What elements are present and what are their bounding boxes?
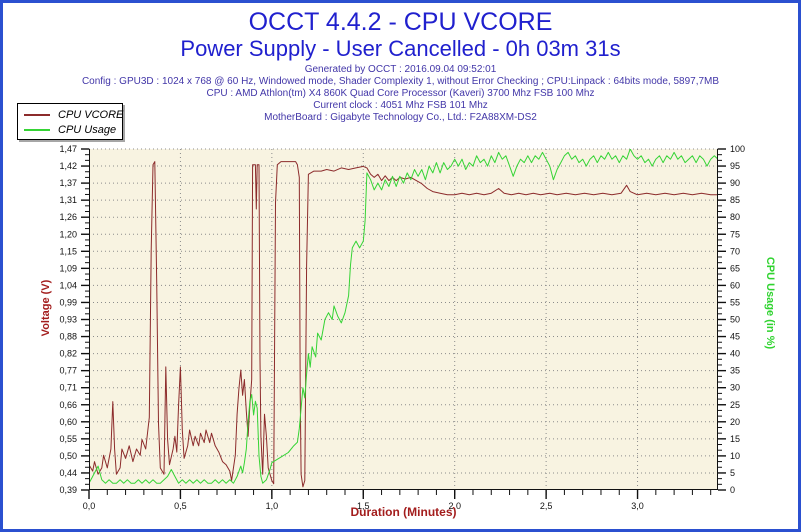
y-right-tick-label: 15 [730,434,740,444]
y-left-tick-label: 1,47 [59,144,77,154]
y-left-tick-label: 0,50 [59,451,77,461]
y-right-tick-label: 100 [730,144,745,154]
chart-legend: CPU VCORE CPU Usage [17,103,123,140]
y-left-tick-label: 0,55 [59,434,77,444]
cpu-usage-line-swatch [24,128,50,131]
info-line-motherboard: MotherBoard : Gigabyte Technology Co., L… [264,112,537,123]
y-right-tick-label: 10 [730,451,740,461]
y-right-tick-label: 35 [730,366,740,376]
y-left-tick-label: 0,60 [59,417,77,427]
y-right-tick-label: 30 [730,383,740,393]
y-left-axis-title: Voltage (V) [40,279,52,336]
x-axis-title: Duration (Minutes) [351,505,457,519]
x-tick-label: 1,0 [266,501,279,511]
y-left-tick-label: 0,93 [59,315,77,325]
y-right-tick-label: 5 [730,468,735,478]
legend-label: CPU Usage [58,123,117,136]
y-left-tick-label: 1,04 [59,280,77,290]
y-right-tick-label: 25 [730,400,740,410]
y-left-tick-label: 0,99 [59,297,77,307]
y-right-tick-label: 70 [730,246,740,256]
info-line-clock: Current clock : 4051 Mhz FSB 101 Mhz [313,100,488,111]
y-left-tick-label: 0,77 [59,366,77,376]
y-right-tick-label: 40 [730,349,740,359]
x-tick-label: 2,0 [448,501,461,511]
y-left-tick-label: 0,82 [59,349,77,359]
info-line-cpu: CPU : AMD Athlon(tm) X4 860K Quad Core P… [206,88,595,99]
y-left-tick-label: 0,39 [59,485,77,495]
y-right-tick-label: 0 [730,485,735,495]
x-tick-label: 0,0 [83,501,96,511]
y-left-tick-label: 1,31 [59,195,77,205]
y-left-tick-label: 0,71 [59,383,77,393]
y-left-tick-label: 1,26 [59,212,77,222]
legend-item-cpu-vcore: CPU VCORE [18,107,124,122]
y-right-tick-label: 20 [730,417,740,427]
y-left-tick-label: 1,15 [59,246,77,256]
y-right-tick-label: 95 [730,161,740,171]
page-title: OCCT 4.4.2 - CPU VCORE [248,8,553,36]
y-left-tick-label: 1,42 [59,161,77,171]
x-tick-label: 0,5 [174,501,187,511]
y-right-tick-label: 45 [730,332,740,342]
x-tick-label: 3,0 [631,501,644,511]
report-info-block: Generated by OCCT : 2016.09.04 09:52:01 … [3,64,798,124]
y-right-tick-label: 65 [730,263,740,273]
cpu-vcore-line [89,161,718,488]
y-right-tick-label: 50 [730,315,740,325]
cpu-usage-line [89,149,718,484]
y-left-tick-label: 1,37 [59,178,77,188]
legend-label: CPU VCORE [58,108,124,121]
y-right-tick-label: 60 [730,280,740,290]
y-right-tick-label: 75 [730,229,740,239]
y-left-tick-label: 0,44 [59,468,77,478]
x-tick-label: 2,5 [540,501,553,511]
info-line-generated: Generated by OCCT : 2016.09.04 09:52:01 [304,64,497,75]
y-left-tick-label: 1,09 [59,263,77,273]
page-subtitle: Power Supply - User Cancelled - 0h 03m 3… [180,36,621,61]
y-right-tick-label: 80 [730,212,740,222]
y-right-tick-label: 55 [730,297,740,307]
cpu-vcore-line-swatch [24,113,50,116]
info-line-config: Config : GPU3D : 1024 x 768 @ 60 Hz, Win… [81,76,720,87]
x-tick-label: 1,5 [357,501,370,511]
y-left-tick-label: 0,66 [59,400,77,410]
y-right-axis-title: CPU Usage (in %) [764,257,776,350]
y-left-tick-label: 1,20 [59,229,77,239]
y-right-tick-label: 85 [730,195,740,205]
y-left-tick-label: 0,88 [59,332,77,342]
y-right-tick-label: 90 [730,178,740,188]
legend-item-cpu-usage: CPU Usage [18,122,122,137]
